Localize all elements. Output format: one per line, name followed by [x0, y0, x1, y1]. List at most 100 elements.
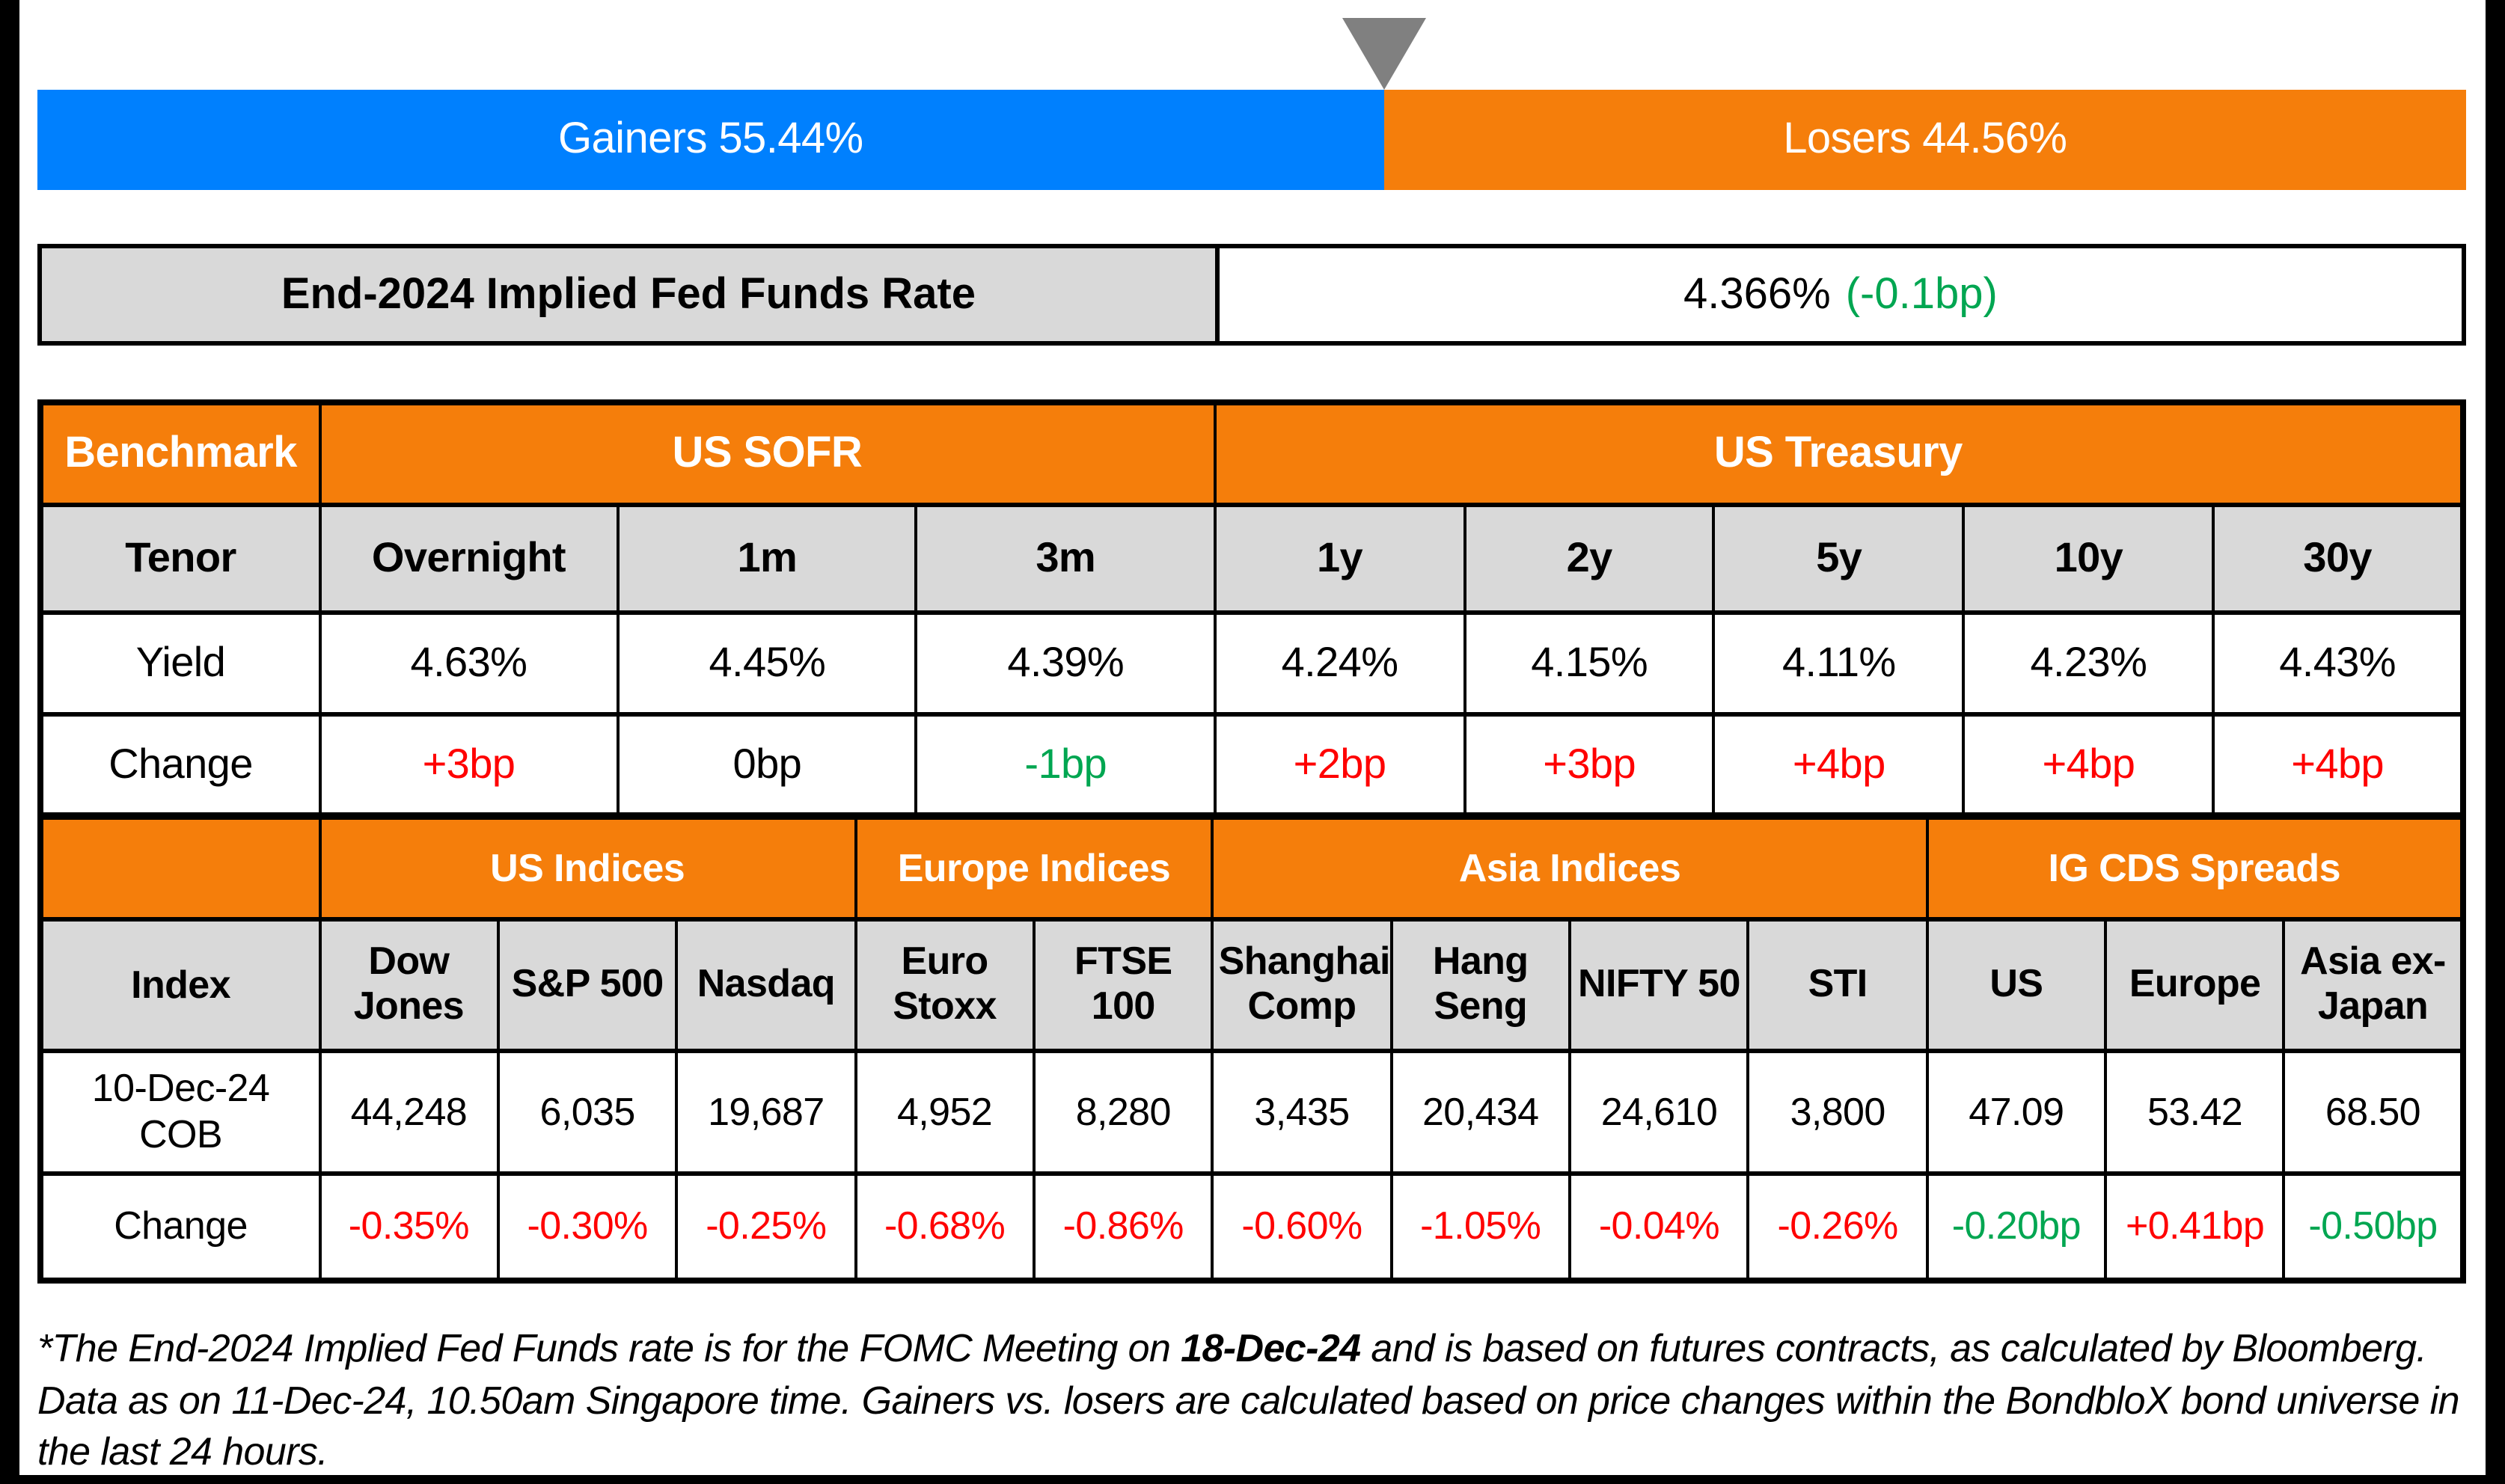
yield-value-cell: 4.11% [1712, 610, 1966, 716]
index-change-cell: -0.30% [496, 1171, 679, 1283]
index-change-cell: -0.20bp [1925, 1171, 2108, 1283]
group-header-europe-indices: Europe Indices [854, 815, 1214, 921]
index-change-cell: -0.50bp [2282, 1171, 2465, 1283]
index-header-cell: Euro Stoxx [854, 916, 1036, 1052]
tenor-row-label: Tenor [39, 502, 321, 614]
change-value-cell: -1bp [914, 711, 1217, 818]
index-change-cell: -0.26% [1746, 1171, 1929, 1283]
yield-row-label: Yield [39, 610, 321, 716]
indices-change-row: Change -0.35% -0.30% -0.25% -0.68% -0.86… [39, 1171, 2465, 1283]
gainers-label: Gainers 55.44% [558, 115, 863, 163]
group-header-us-sofr: US SOFR [317, 400, 1217, 506]
tenor-header-cell: 5y [1712, 502, 1966, 614]
cob-value-cell: 3,435 [1211, 1048, 1393, 1175]
yield-value-cell: 4.63% [317, 610, 620, 716]
benchmark-group-header-row: Benchmark US SOFR US Treasury [39, 400, 2465, 506]
index-header-row: Index Dow Jones S&P 500 Nasdaq Euro Stox… [39, 916, 2465, 1052]
yield-row: Yield 4.63% 4.45% 4.39% 4.24% 4.15% 4.11… [39, 610, 2465, 716]
cob-value-cell: 44,248 [318, 1048, 500, 1175]
change-value-cell: +3bp [317, 711, 620, 818]
change-value-cell: 0bp [616, 711, 918, 818]
footnote-fomc-date: 18-Dec-24 [1181, 1325, 1361, 1370]
index-header-cell: FTSE 100 [1032, 916, 1214, 1052]
benchmark-change-row: Change +3bp 0bp -1bp +2bp +3bp +4bp +4bp… [39, 711, 2465, 818]
index-change-cell: -0.35% [318, 1171, 500, 1283]
marker-row [19, 0, 2486, 90]
tenor-header-row: Tenor Overnight 1m 3m 1y 2y 5y 10y 30y [39, 502, 2465, 614]
tenor-header-cell: 10y [1962, 502, 2215, 614]
footnote-part2: and is based on futures contracts, as ca… [37, 1325, 2460, 1474]
indices-table: US Indices Europe Indices Asia Indices I… [37, 814, 2466, 1284]
fed-funds-strip: End-2024 Implied Fed Funds Rate 4.366% (… [37, 244, 2466, 346]
change-row-label: Change [39, 711, 321, 818]
yield-value-cell: 4.39% [914, 610, 1217, 716]
index-change-cell: -0.68% [854, 1171, 1036, 1283]
fed-funds-value: 4.366% [1683, 270, 1831, 318]
index-change-cell: +0.41bp [2104, 1171, 2286, 1283]
losers-segment: Losers 44.56% [1383, 90, 2466, 190]
index-header-cell: STI [1746, 916, 1929, 1052]
fed-funds-label: End-2024 Implied Fed Funds Rate [37, 244, 1220, 346]
right-black-border [2486, 0, 2505, 1484]
cob-value-cell: 3,800 [1746, 1048, 1929, 1175]
index-header-cell: Europe [2104, 916, 2286, 1052]
cob-value-cell: 24,610 [1568, 1048, 1750, 1175]
benchmark-table: Benchmark US SOFR US Treasury Tenor Over… [37, 399, 2466, 818]
tenor-header-cell: 30y [2212, 502, 2465, 614]
group-header-us-indices: US Indices [318, 815, 857, 921]
yield-value-cell: 4.23% [1962, 610, 2215, 716]
index-change-cell: -0.60% [1211, 1171, 1393, 1283]
change-row-label: Change [39, 1171, 322, 1283]
index-row-label: Index [39, 916, 322, 1052]
cob-row-label: 10-Dec-24 COB [39, 1048, 322, 1175]
index-header-cell: S&P 500 [496, 916, 679, 1052]
index-change-cell: -0.86% [1032, 1171, 1214, 1283]
cob-value-cell: 4,952 [854, 1048, 1036, 1175]
losers-label: Losers 44.56% [1783, 115, 2067, 163]
cob-value-cell: 8,280 [1032, 1048, 1214, 1175]
index-header-cell: NIFTY 50 [1568, 916, 1750, 1052]
yield-value-cell: 4.24% [1213, 610, 1466, 716]
index-header-cell: Nasdaq [675, 916, 857, 1052]
index-change-cell: -0.25% [675, 1171, 857, 1283]
content-area: Gainers 55.44% Losers 44.56% End-2024 Im… [19, 0, 2486, 1475]
cob-value-cell: 19,687 [675, 1048, 857, 1175]
benchmark-corner-cell: Benchmark [39, 400, 321, 506]
change-value-cell: +4bp [2212, 711, 2465, 818]
yield-value-cell: 4.45% [616, 610, 918, 716]
index-header-cell: US [1925, 916, 2108, 1052]
change-value-cell: +4bp [1712, 711, 1966, 818]
cob-value-cell: 47.09 [1925, 1048, 2108, 1175]
footnote-part1: *The End-2024 Implied Fed Funds rate is … [37, 1325, 1181, 1370]
index-header-cell: Shanghai Comp [1211, 916, 1393, 1052]
index-header-cell: Dow Jones [318, 916, 500, 1052]
indices-corner-cell [39, 815, 322, 921]
group-header-us-treasury: US Treasury [1213, 400, 2465, 506]
change-value-cell: +2bp [1213, 711, 1466, 818]
change-value-cell: +4bp [1962, 711, 2215, 818]
group-header-ig-cds-spreads: IG CDS Spreads [1925, 815, 2465, 921]
index-change-cell: -0.04% [1568, 1171, 1750, 1283]
left-black-border [0, 0, 19, 1484]
index-header-cell: Hang Seng [1389, 916, 1572, 1052]
footnote: *The End-2024 Implied Fed Funds rate is … [37, 1322, 2466, 1477]
marker-triangle-icon [1342, 18, 1426, 90]
tenor-header-cell: 2y [1463, 502, 1716, 614]
cob-value-cell: 68.50 [2282, 1048, 2465, 1175]
cob-value-cell: 20,434 [1389, 1048, 1572, 1175]
gainers-losers-bar: Gainers 55.44% Losers 44.56% [37, 90, 2466, 190]
tenor-header-cell: Overnight [317, 502, 620, 614]
yield-value-cell: 4.15% [1463, 610, 1716, 716]
tenor-header-cell: 3m [914, 502, 1217, 614]
fed-funds-change: (-0.1bp) [1845, 270, 1998, 318]
index-header-cell: Asia ex-Japan [2282, 916, 2465, 1052]
gainers-segment: Gainers 55.44% [37, 90, 1384, 190]
indices-group-header-row: US Indices Europe Indices Asia Indices I… [39, 815, 2465, 921]
index-change-cell: -1.05% [1389, 1171, 1572, 1283]
yield-value-cell: 4.43% [2212, 610, 2465, 716]
tenor-header-cell: 1y [1213, 502, 1466, 614]
fed-funds-value-cell: 4.366% (-0.1bp) [1219, 244, 2466, 346]
bottom-black-border [0, 1475, 2505, 1484]
cob-value-cell: 6,035 [496, 1048, 679, 1175]
